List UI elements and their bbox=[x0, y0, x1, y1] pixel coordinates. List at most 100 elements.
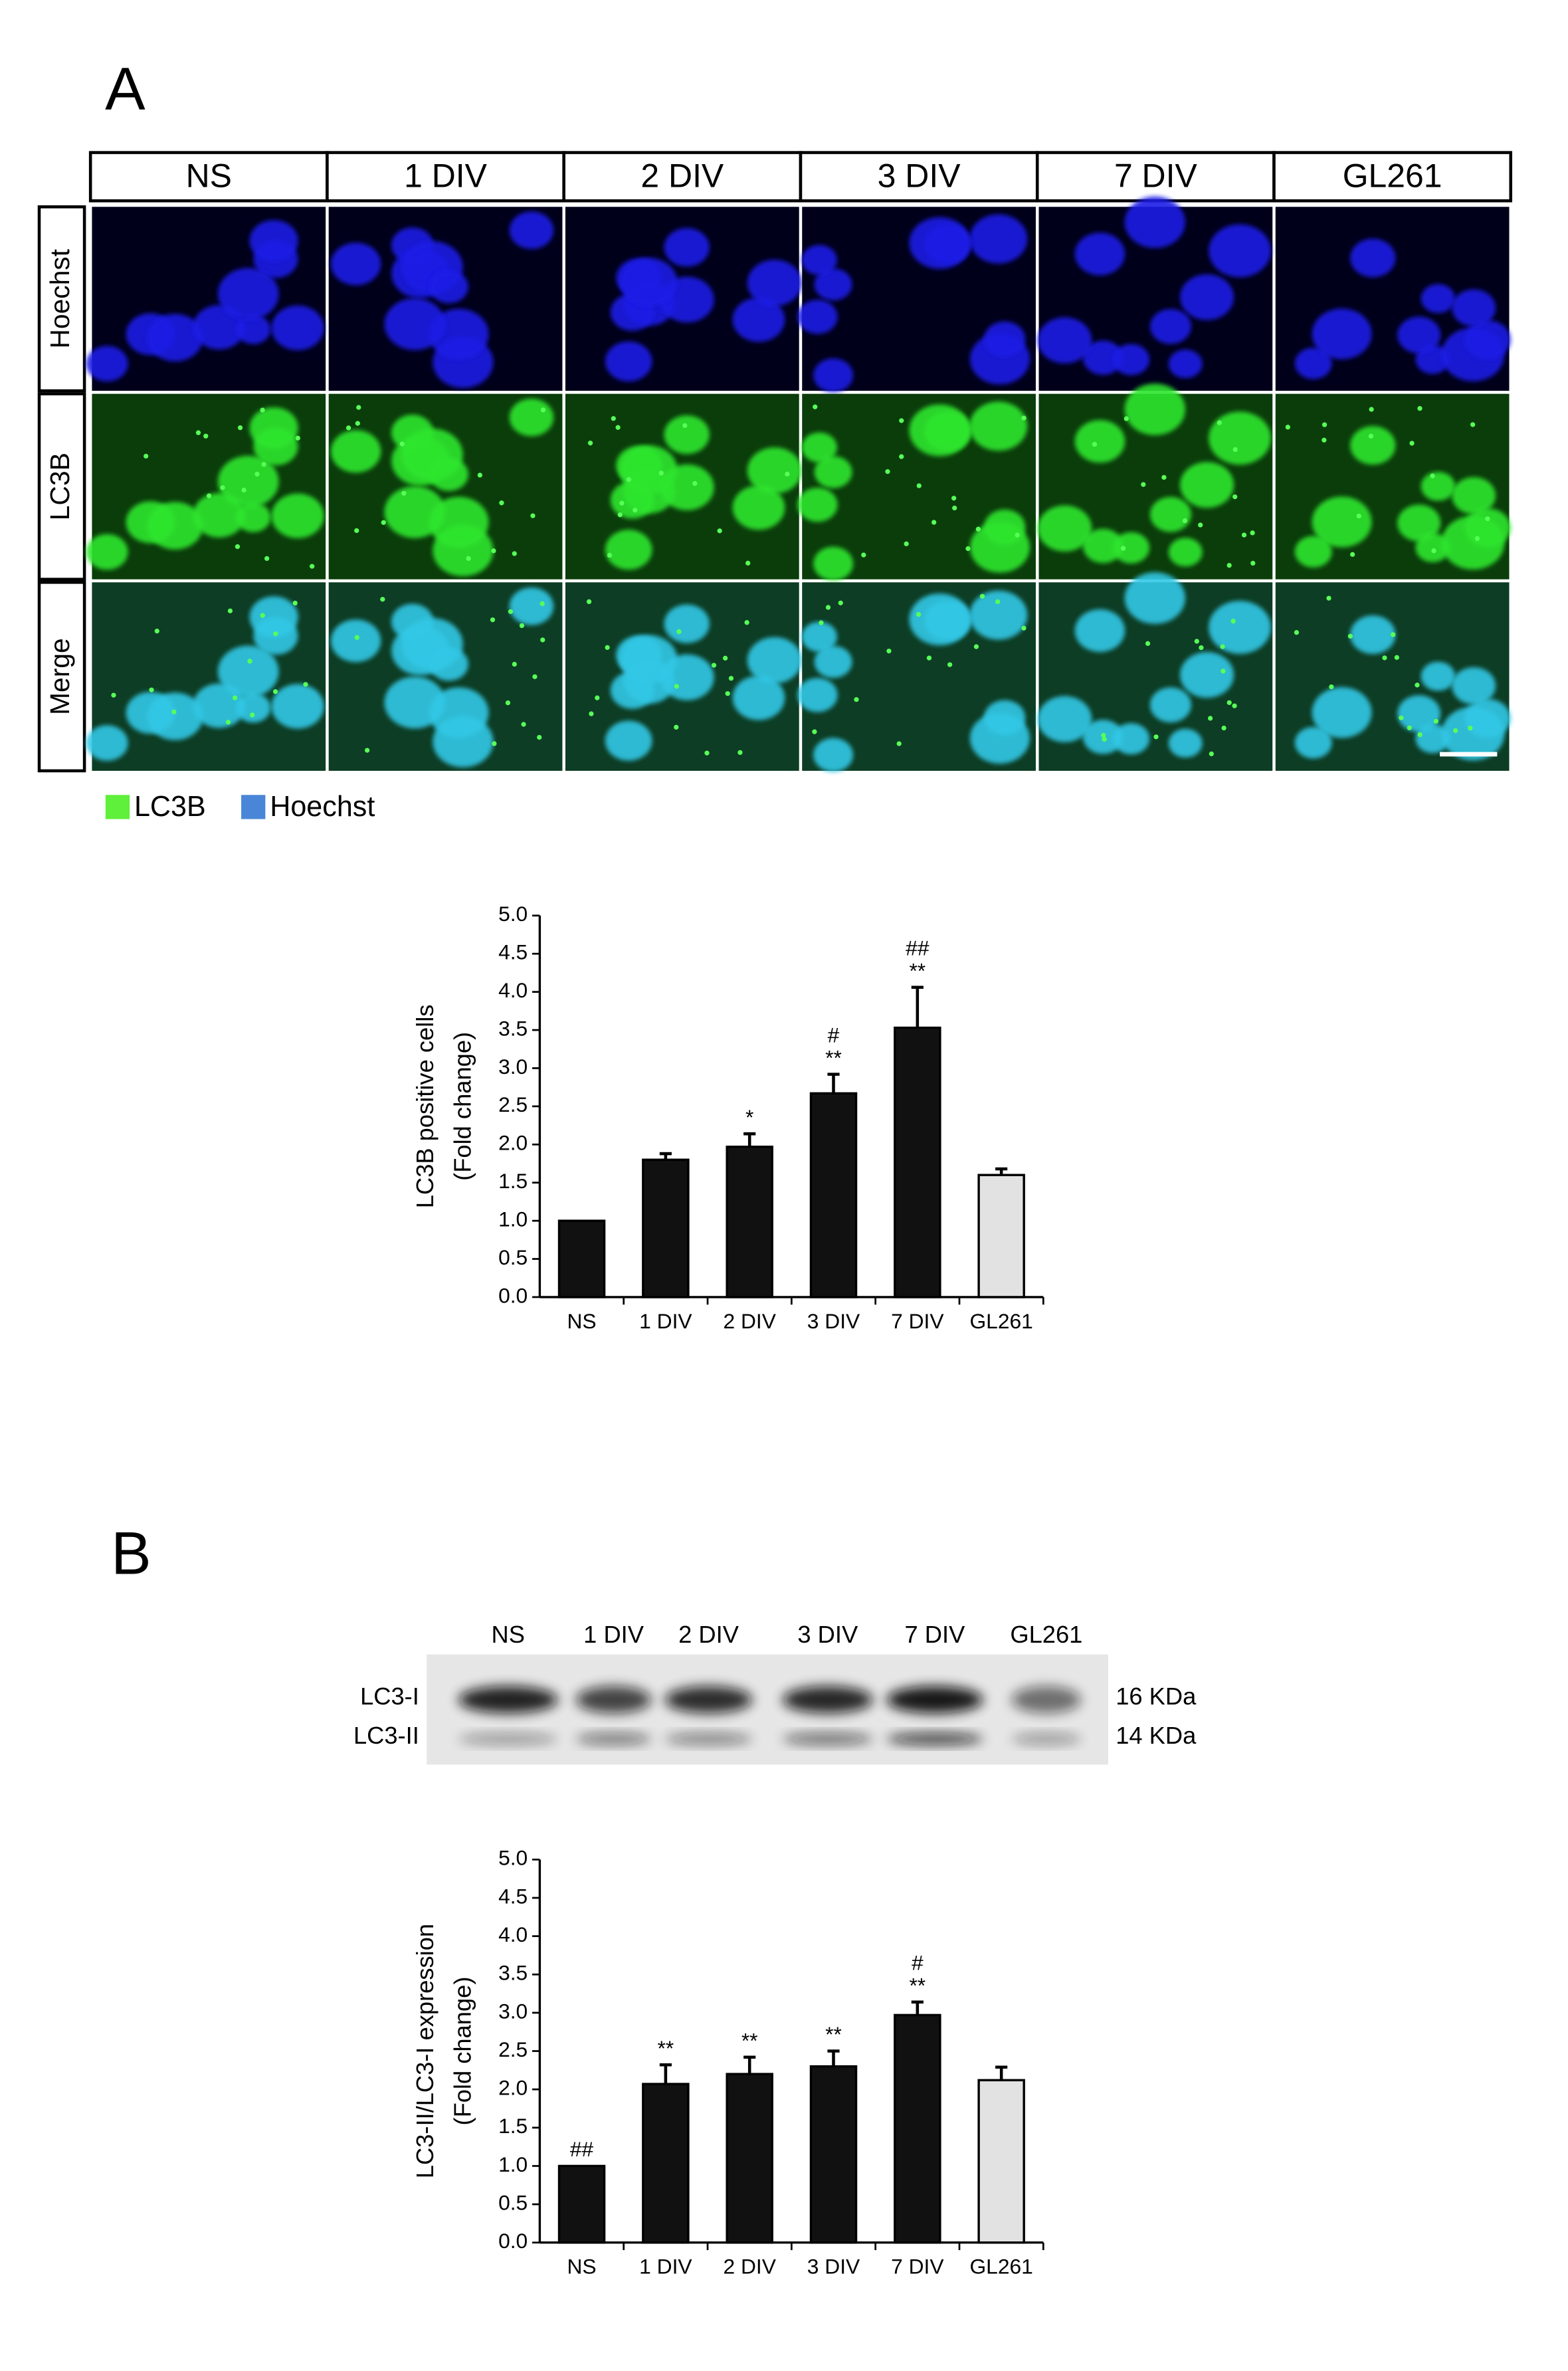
y-tick-label: 1.5 bbox=[498, 1169, 528, 1193]
cell bbox=[969, 214, 1028, 264]
column-header: NS bbox=[186, 157, 232, 194]
significance-mark: ** bbox=[741, 2028, 758, 2052]
puncta bbox=[995, 599, 1001, 605]
puncta bbox=[491, 548, 496, 554]
row-label: LC3B bbox=[45, 453, 75, 520]
puncta bbox=[904, 541, 909, 547]
puncta bbox=[1182, 518, 1188, 524]
puncta bbox=[505, 700, 511, 706]
puncta bbox=[356, 405, 361, 410]
cell bbox=[1452, 476, 1496, 514]
cell bbox=[1149, 496, 1191, 532]
puncta bbox=[171, 709, 177, 714]
lane-label: 1 DIV bbox=[583, 1621, 644, 1648]
y-axis-label: (Fold change) bbox=[449, 1977, 476, 2126]
cell bbox=[620, 445, 678, 494]
puncta bbox=[540, 637, 545, 643]
column-header-box bbox=[1272, 151, 1513, 203]
puncta bbox=[540, 407, 546, 413]
cell bbox=[969, 590, 1028, 640]
cell bbox=[271, 493, 324, 538]
puncta bbox=[354, 528, 359, 534]
legend-swatch bbox=[105, 795, 130, 819]
bar bbox=[726, 1146, 773, 1298]
puncta bbox=[264, 556, 270, 562]
cell bbox=[1312, 686, 1372, 738]
cell bbox=[509, 587, 554, 625]
puncta bbox=[725, 691, 730, 696]
puncta bbox=[1394, 655, 1399, 661]
x-tick-label: NS bbox=[567, 1309, 596, 1333]
y-tick-label: 2.5 bbox=[498, 2037, 528, 2061]
cell bbox=[249, 596, 298, 638]
cell bbox=[1312, 308, 1372, 360]
puncta bbox=[615, 425, 621, 430]
puncta bbox=[1124, 416, 1129, 421]
puncta bbox=[926, 655, 932, 661]
cell bbox=[1149, 308, 1191, 344]
cell bbox=[909, 217, 971, 269]
puncta bbox=[1382, 655, 1387, 661]
band-label: LC3-I bbox=[360, 1683, 419, 1710]
y-tick-label: 2.5 bbox=[498, 1092, 528, 1116]
puncta bbox=[512, 551, 517, 556]
cell bbox=[1180, 274, 1234, 320]
cell bbox=[1209, 411, 1271, 465]
cell bbox=[1074, 609, 1126, 653]
cell bbox=[1421, 471, 1456, 501]
puncta bbox=[144, 453, 149, 459]
puncta bbox=[1194, 639, 1199, 644]
puncta bbox=[1101, 732, 1106, 738]
cell bbox=[664, 228, 710, 267]
micrograph bbox=[1037, 572, 1273, 771]
cell bbox=[86, 725, 128, 761]
cell bbox=[620, 257, 678, 307]
cell bbox=[217, 455, 279, 508]
column-header: 2 DIV bbox=[640, 157, 724, 194]
puncta bbox=[1326, 595, 1331, 601]
cell bbox=[1397, 316, 1441, 354]
x-tick-label: 3 DIV bbox=[807, 1309, 860, 1333]
band bbox=[575, 1686, 652, 1714]
cell bbox=[1037, 317, 1092, 363]
cell bbox=[429, 647, 468, 681]
bar bbox=[726, 2073, 773, 2244]
micrograph bbox=[1275, 207, 1511, 391]
cell bbox=[983, 700, 1026, 736]
y-tick-label: 4.5 bbox=[498, 940, 528, 964]
puncta bbox=[587, 441, 593, 446]
x-tick-label: 2 DIV bbox=[723, 2255, 776, 2279]
puncta bbox=[206, 493, 212, 498]
puncta bbox=[973, 644, 979, 649]
puncta bbox=[345, 425, 351, 431]
puncta bbox=[1369, 407, 1374, 412]
cell bbox=[1124, 196, 1185, 249]
puncta bbox=[947, 662, 953, 667]
column-header-box bbox=[562, 151, 803, 203]
column-header: GL261 bbox=[1343, 157, 1442, 194]
column-header: 1 DIV bbox=[404, 157, 488, 194]
y-tick-label: 1.5 bbox=[498, 2114, 528, 2138]
cell bbox=[814, 456, 852, 488]
puncta bbox=[466, 556, 471, 562]
y-tick-label: 0.5 bbox=[498, 1245, 528, 1269]
puncta bbox=[952, 505, 957, 511]
puncta bbox=[704, 750, 710, 756]
cell bbox=[384, 676, 446, 729]
band bbox=[1011, 1686, 1082, 1714]
puncta bbox=[633, 508, 638, 513]
cell bbox=[1168, 538, 1203, 567]
puncta bbox=[381, 520, 386, 525]
puncta bbox=[1285, 425, 1290, 430]
puncta bbox=[1021, 415, 1027, 421]
puncta bbox=[1199, 645, 1204, 651]
band bbox=[575, 1732, 652, 1745]
y-tick-label: 5.0 bbox=[498, 902, 528, 926]
puncta bbox=[354, 635, 359, 640]
puncta bbox=[401, 490, 407, 496]
band-size: 14 KDa bbox=[1116, 1722, 1197, 1749]
band bbox=[886, 1686, 983, 1714]
row-label-box bbox=[37, 581, 86, 773]
puncta bbox=[611, 416, 616, 421]
